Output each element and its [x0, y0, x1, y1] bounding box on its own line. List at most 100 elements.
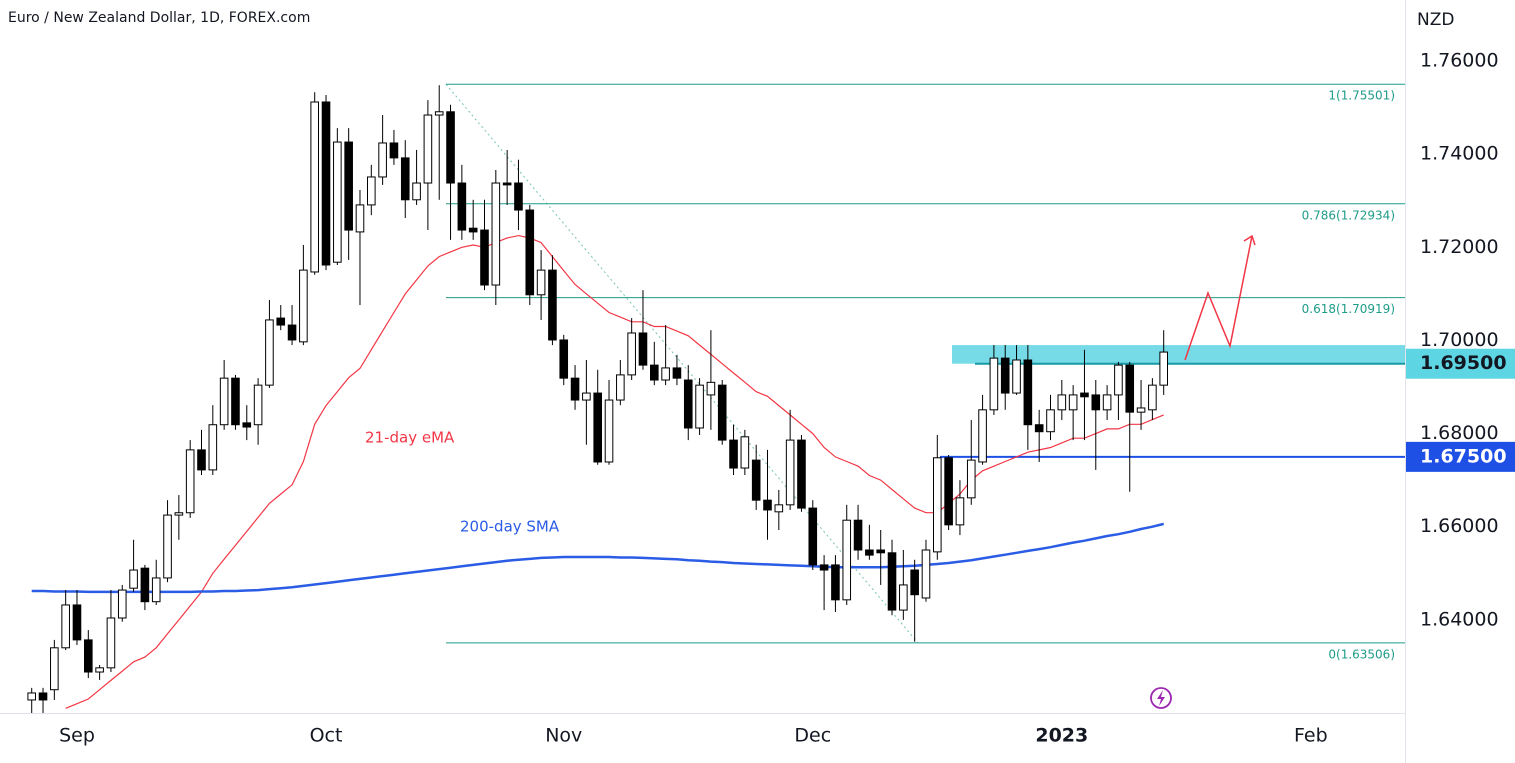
- candle-body: [921, 549, 931, 599]
- y-tick-label: 1.74000: [1420, 143, 1499, 165]
- candle-body: [887, 552, 897, 611]
- candle-body: [514, 182, 523, 211]
- fib-label: 0.618(1.70919): [1302, 302, 1395, 316]
- candle-body: [163, 514, 172, 579]
- candle-body: [208, 424, 218, 471]
- x-tick-label: Feb: [1294, 725, 1328, 747]
- arrow-head: [1243, 234, 1256, 246]
- candle-body: [310, 101, 319, 273]
- candle-body: [174, 512, 184, 516]
- candle-body: [672, 367, 682, 379]
- candle-body: [1000, 357, 1010, 394]
- candle-body: [831, 564, 840, 601]
- candle-body: [253, 384, 263, 426]
- candle-body: [219, 377, 229, 426]
- candle-body: [27, 692, 36, 701]
- candle-body: [434, 111, 444, 116]
- candle-body: [265, 319, 274, 386]
- candle-body: [242, 422, 252, 428]
- candle-body: [480, 229, 489, 286]
- resistance-zone: [952, 345, 1405, 364]
- candle-body: [797, 439, 806, 509]
- candle-body: [978, 409, 987, 463]
- candle-body: [491, 182, 501, 286]
- candle-body: [423, 114, 433, 184]
- candle-body: [548, 269, 557, 341]
- candle-body: [299, 269, 308, 343]
- candle-body: [276, 317, 286, 326]
- candle-body: [502, 182, 512, 186]
- candle-body: [559, 339, 569, 379]
- candle-body: [1080, 392, 1089, 398]
- candle-body: [1136, 407, 1146, 413]
- candle-body: [95, 667, 104, 673]
- candle-body: [774, 504, 784, 513]
- candle-body: [604, 399, 614, 463]
- candle-body: [808, 507, 818, 566]
- candle-body: [819, 564, 829, 571]
- candle-body: [84, 639, 93, 673]
- candle-body: [1091, 394, 1101, 411]
- candle-body: [457, 182, 467, 231]
- axis-unit: NZD: [1417, 10, 1454, 30]
- candle-body: [1159, 351, 1169, 386]
- candle-body: [412, 182, 421, 201]
- candle-body: [129, 569, 138, 589]
- y-tick-label: 1.64000: [1420, 608, 1499, 630]
- candle-body: [1034, 424, 1044, 433]
- candle-body: [1057, 394, 1067, 411]
- chart-title: Euro / New Zealand Dollar, 1D, FOREX.com: [8, 10, 310, 26]
- y-tick-label: 1.68000: [1420, 422, 1499, 444]
- candle-body: [1012, 359, 1021, 394]
- y-tick-label: 1.76000: [1420, 50, 1499, 72]
- candle-body: [446, 111, 455, 184]
- candle-body: [876, 549, 886, 554]
- candle-body: [231, 377, 240, 426]
- candle-body: [1125, 364, 1135, 413]
- candle-body: [683, 379, 693, 429]
- alert-circle: [1150, 687, 1172, 709]
- candle-body: [106, 617, 116, 669]
- y-tick-label: 1.66000: [1420, 515, 1499, 537]
- candle-body: [72, 604, 82, 641]
- ema-annotation: 21-day eMA: [365, 429, 455, 447]
- candle-body: [355, 204, 365, 233]
- candle-body: [717, 384, 727, 441]
- x-tick-label: Nov: [545, 725, 582, 747]
- candle-body: [593, 392, 603, 463]
- candle-body: [785, 439, 795, 506]
- candle-body: [140, 567, 150, 603]
- candle-body: [661, 367, 670, 381]
- candle-body: [1148, 384, 1157, 411]
- alert-icon[interactable]: [1150, 687, 1172, 709]
- y-tick-label: 1.70000: [1420, 329, 1499, 351]
- plot-layer: [27, 85, 1169, 713]
- candle-body: [117, 589, 127, 619]
- candle-body: [61, 604, 70, 649]
- candle-body: [321, 101, 331, 266]
- candle-body: [944, 457, 953, 526]
- candle-body: [955, 497, 965, 526]
- candle-body: [616, 374, 625, 401]
- candle-body: [1114, 364, 1123, 396]
- candle-body: [50, 647, 59, 691]
- candle-body: [751, 459, 761, 501]
- candle-body: [966, 459, 976, 499]
- fib-trend-line: [445, 83, 919, 644]
- candle-body: [740, 436, 750, 469]
- candle-body: [287, 324, 297, 341]
- x-tick-label: Oct: [310, 725, 343, 747]
- candle-body: [400, 157, 410, 201]
- candle-body: [842, 519, 852, 601]
- alert-bolt: [1157, 690, 1165, 706]
- candle-body: [151, 577, 161, 603]
- candle-body: [185, 449, 195, 514]
- candle-body: [763, 499, 772, 511]
- candle-body: [1046, 409, 1055, 433]
- candle-body: [627, 332, 636, 376]
- price-box-label: 1.69500: [1420, 352, 1507, 374]
- price-box-label: 1.67500: [1420, 445, 1507, 467]
- candle-body: [525, 209, 535, 296]
- candle-body: [536, 269, 546, 296]
- candle-body: [695, 384, 704, 429]
